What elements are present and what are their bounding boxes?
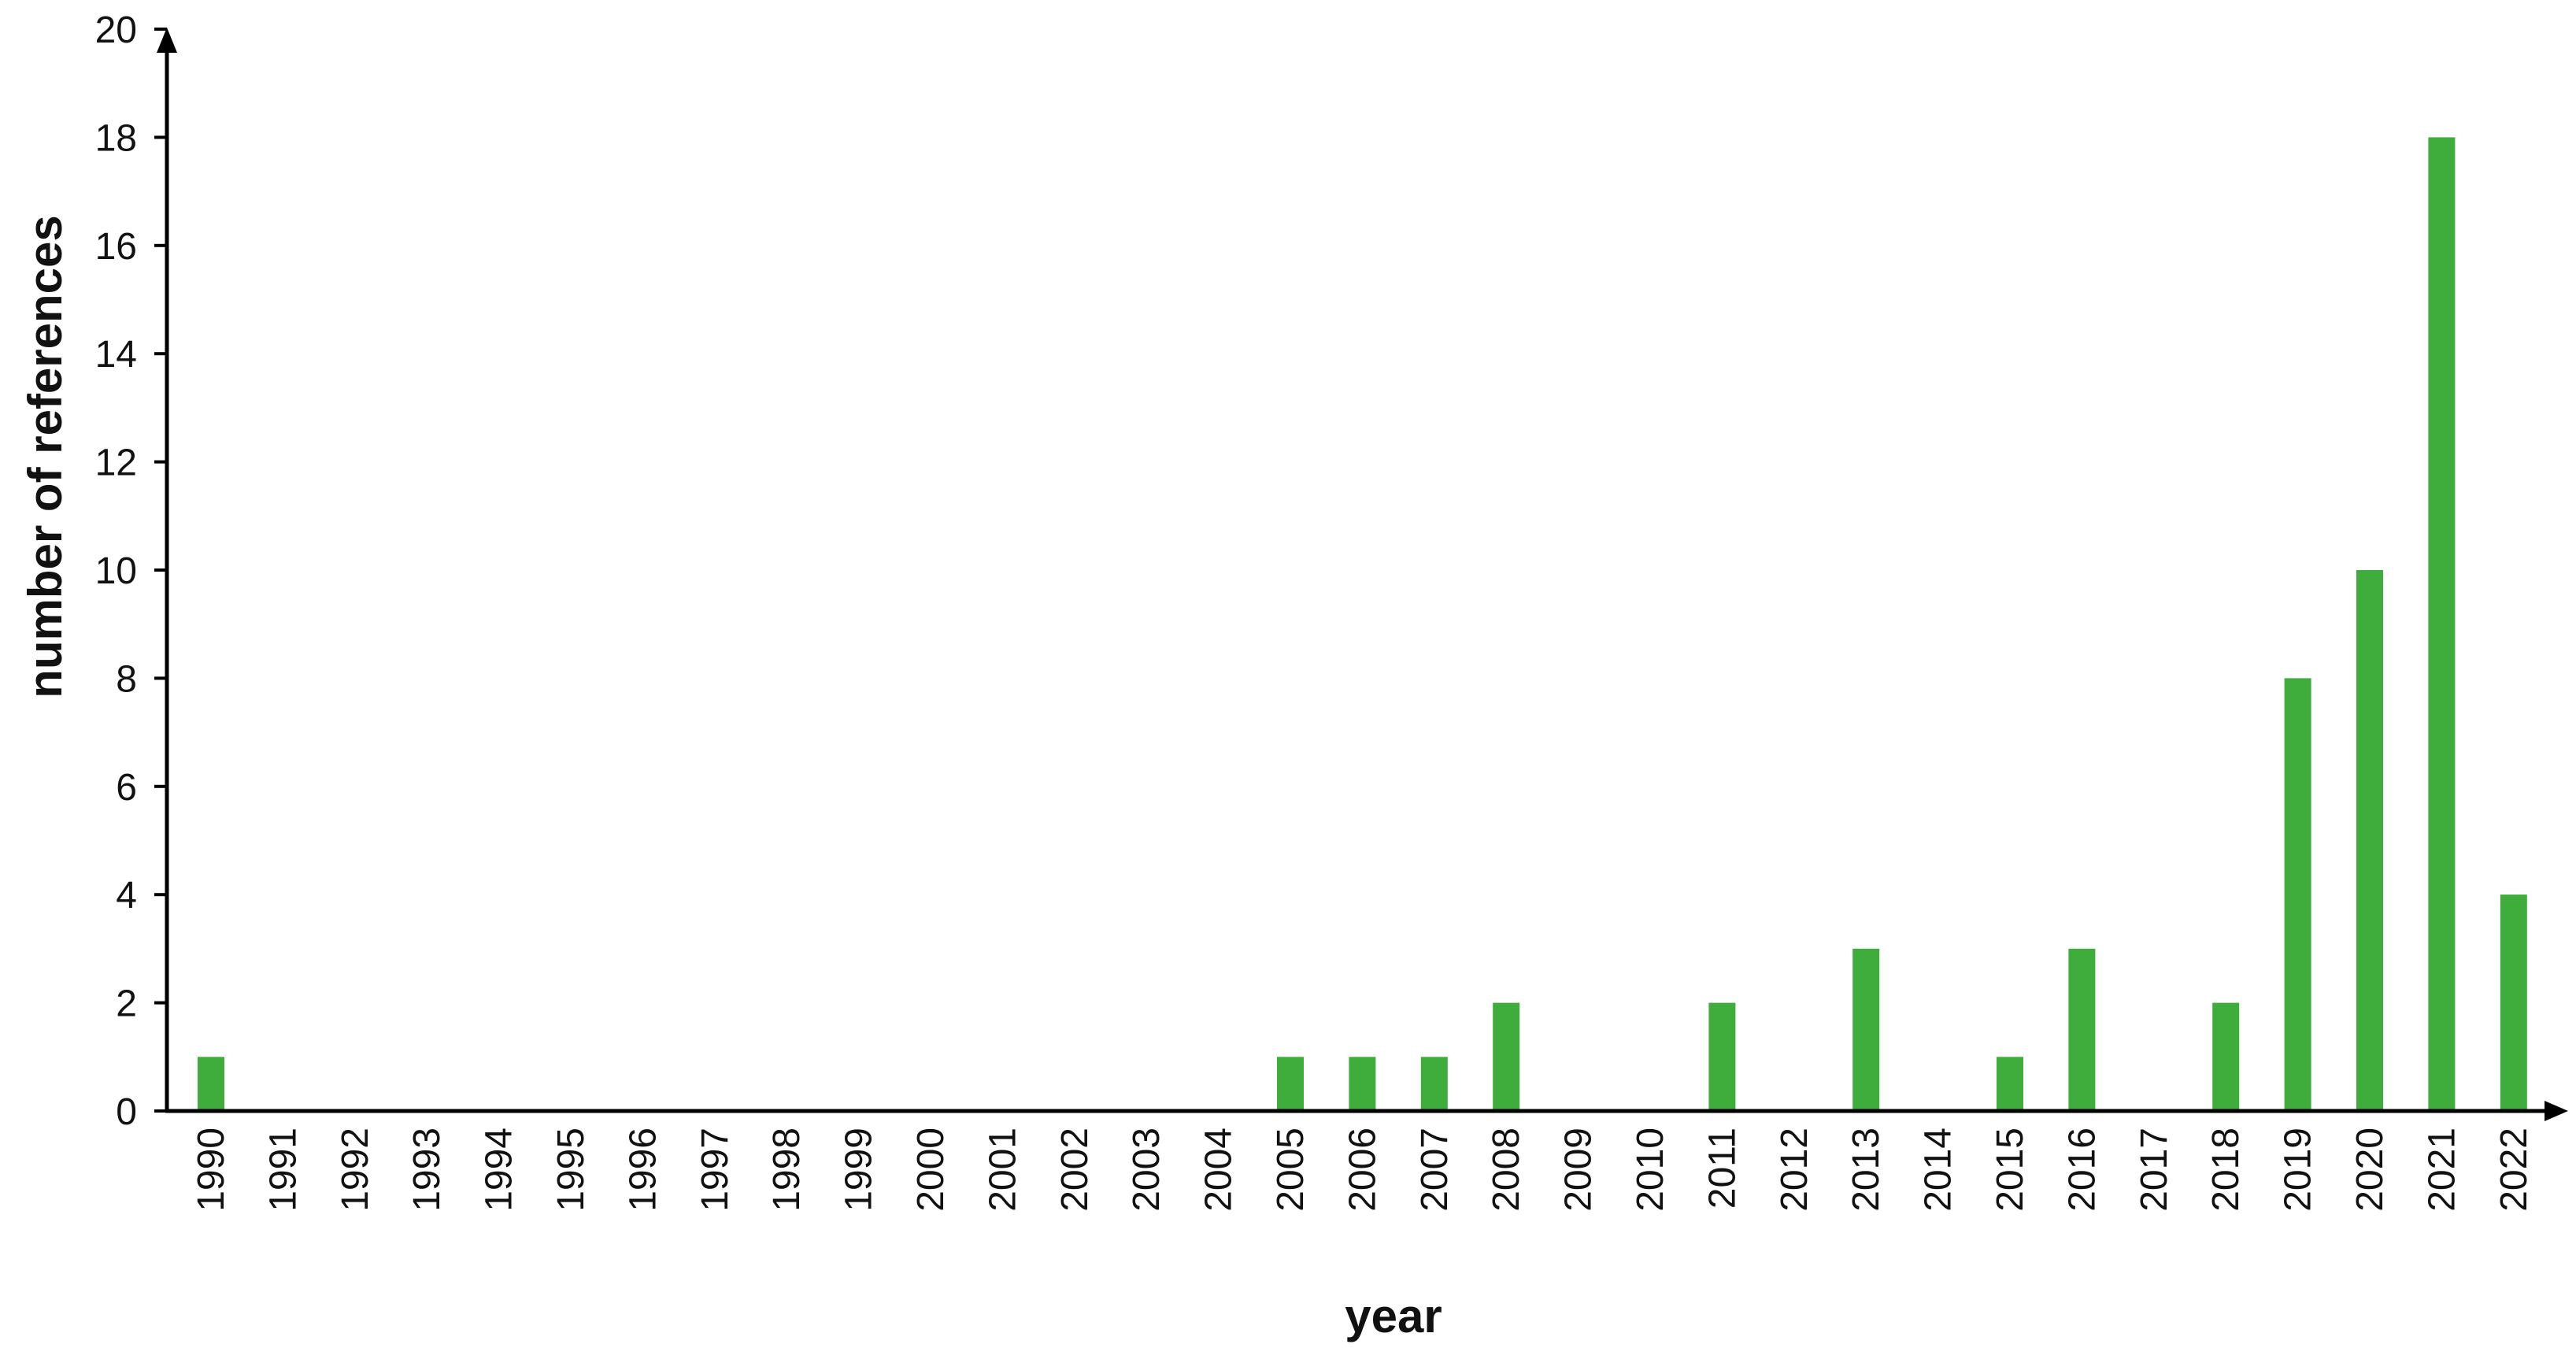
x-tick-label: 2008 — [1486, 1128, 1527, 1212]
y-tick-label: 4 — [116, 875, 137, 916]
x-axis-arrow-icon — [2545, 1101, 2568, 1121]
y-tick-label: 10 — [95, 550, 137, 592]
axes-layer — [157, 28, 2568, 1121]
bar-2011 — [1708, 1002, 1736, 1111]
bar-2015 — [1997, 1057, 2023, 1111]
y-tick-label: 16 — [95, 226, 137, 268]
y-axis-arrow-icon — [157, 28, 177, 53]
x-tick-label: 2011 — [1701, 1128, 1743, 1209]
y-tick-label: 18 — [95, 117, 137, 159]
x-tick-label: 2021 — [2421, 1128, 2463, 1212]
x-tick-label: 2001 — [982, 1128, 1023, 1212]
x-tick-label: 1992 — [335, 1128, 376, 1212]
x-tick-label: 1995 — [550, 1128, 592, 1212]
x-tick-label: 2000 — [910, 1128, 952, 1212]
x-axis-title: year — [1345, 1290, 1442, 1342]
x-tick-label: 2014 — [1918, 1128, 1960, 1212]
bar-2019 — [2284, 678, 2311, 1111]
x-tick-label: 2005 — [1270, 1128, 1312, 1212]
x-tick-label: 2018 — [2205, 1128, 2247, 1212]
y-tick-label: 0 — [116, 1091, 137, 1133]
x-tick-label: 2007 — [1414, 1128, 1456, 1212]
x-tick-label: 1996 — [622, 1128, 664, 1212]
x-tick-label: 2019 — [2278, 1128, 2319, 1212]
x-tick-label: 1991 — [262, 1128, 304, 1212]
y-tick-label: 20 — [95, 9, 137, 51]
x-tick-label: 2012 — [1774, 1128, 1815, 1212]
x-tick-label: 2002 — [1054, 1128, 1096, 1212]
x-tick-label: 1998 — [766, 1128, 808, 1212]
y-axis-title: number of references — [19, 215, 72, 698]
bar-2006 — [1349, 1057, 1376, 1111]
y-tick-label: 8 — [116, 658, 137, 700]
x-tick-label: 2010 — [1630, 1128, 1671, 1212]
x-tick-label: 1997 — [694, 1128, 736, 1212]
bar-2018 — [2212, 1002, 2240, 1111]
x-tick-label: 2003 — [1126, 1128, 1168, 1212]
x-tick-label: 2016 — [2061, 1128, 2103, 1212]
x-tick-label: 1999 — [838, 1128, 880, 1212]
x-tick-label: 1994 — [479, 1128, 520, 1212]
bar-2005 — [1277, 1057, 1304, 1111]
y-tick-label: 12 — [95, 443, 137, 484]
bar-2013 — [1852, 948, 1880, 1111]
x-tick-label: 2013 — [1845, 1128, 1887, 1212]
x-tick-label: 2020 — [2349, 1128, 2391, 1212]
bar-2007 — [1420, 1057, 1448, 1111]
x-tick-label: 2017 — [2134, 1128, 2175, 1212]
x-tick-label: 2004 — [1198, 1128, 1240, 1212]
x-tick-label: 2009 — [1558, 1128, 1600, 1212]
y-tick-label: 6 — [116, 767, 137, 809]
x-tick-labels: 1990 1991 1992 1993 1994 1995 1996 1997 1998 1999… — [191, 1128, 2535, 1212]
bar-2021 — [2428, 137, 2456, 1111]
bar-2016 — [2068, 948, 2096, 1111]
bar-1990 — [198, 1057, 224, 1111]
x-tick-label: 2015 — [1989, 1128, 2031, 1212]
x-tick-label: 2022 — [2493, 1128, 2535, 1212]
x-tick-label: 1990 — [191, 1128, 232, 1212]
bar-2022 — [2500, 894, 2527, 1111]
y-tick-label: 2 — [116, 983, 137, 1025]
bars-layer — [198, 137, 2527, 1111]
bar-2008 — [1493, 1002, 1520, 1111]
y-ticks: 0 2 4 6 8 10 12 14 16 18 20 — [95, 9, 167, 1133]
x-tick-label: 2006 — [1342, 1128, 1383, 1212]
bar-2020 — [2356, 570, 2383, 1111]
x-tick-label: 1993 — [406, 1128, 448, 1212]
y-tick-label: 14 — [95, 334, 137, 376]
